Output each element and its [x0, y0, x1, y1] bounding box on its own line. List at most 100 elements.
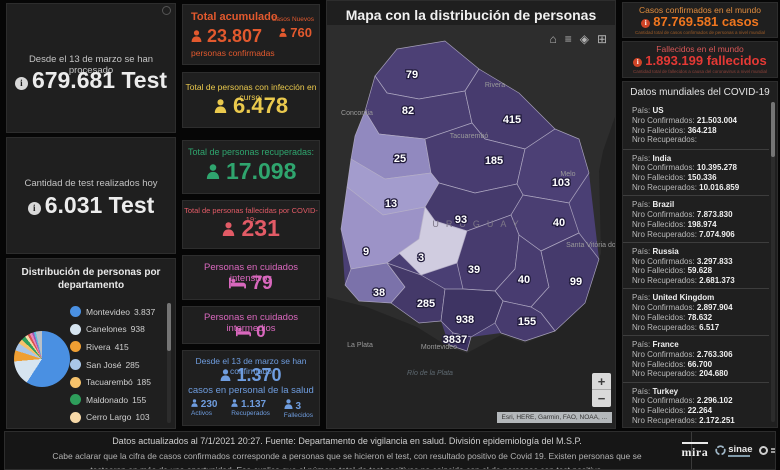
count-lavalleja: 40 — [518, 274, 530, 286]
person-icon — [206, 164, 219, 179]
department-distribution-panel: Distribución de personas por departament… — [6, 258, 176, 429]
health-staff-panel: Desde el 13 de marzo se han confirmado 1… — [182, 350, 320, 426]
person-icon — [221, 369, 231, 381]
staff-stats: 230 Activos 1.137 Recuperados 3 Fallecid… — [191, 399, 313, 419]
world-data-title: Datos mundiales del COVID-19 — [630, 87, 770, 98]
person-icon — [191, 30, 202, 42]
recovered-panel: Total de personas recuperadas: 17.098 — [182, 140, 320, 194]
world-cases-panel: Casos confirmados en el mundo 87.769.581… — [622, 2, 778, 38]
footer-disclaimer-line2: testearon en más de una oportunidad. Eso… — [90, 465, 604, 470]
accumulated-cases-panel: Total acumulado 23.807 personas confirma… — [182, 4, 320, 65]
city-label-santa-vitoria: Santa Vitória do Palmar — [566, 242, 616, 249]
icu-title: Personas en cuidados intensivos — [203, 262, 298, 284]
footer: Datos actualizados al 7/1/2021 20:27. Fu… — [4, 431, 776, 470]
info-icon — [641, 19, 651, 28]
water-label-rio-de-la-plata: Río de la Plata — [407, 370, 453, 377]
country-block-brazil: País: Brazil Nro Confirmados: 7.873.830 … — [623, 195, 769, 242]
department-san-jose[interactable] — [386, 262, 446, 324]
layers-icon[interactable]: ◈ — [579, 32, 589, 46]
map-panel: Mapa con la distribución de personas ⌂ ≡… — [326, 0, 616, 429]
footer-text: Datos actualizados al 7/1/2021 20:27. Fu… — [5, 432, 689, 469]
legend-swatch — [70, 341, 81, 353]
count-durazno: 93 — [455, 214, 467, 226]
basemap-icon[interactable]: ⊞ — [596, 32, 607, 46]
person-icon — [214, 99, 227, 113]
deaths-value: 231 — [183, 215, 319, 242]
staff-title: Desde el 13 de marzo se han confirmado — [195, 356, 307, 376]
country-list: País: US Nro Confirmados: 21.503.004 Nro… — [623, 102, 769, 428]
person-icon — [222, 222, 235, 236]
map-attribution: Esri, HERE, Garmin, FAO, NOAA, ... — [496, 412, 612, 423]
staff-value: 1.370 — [183, 365, 319, 386]
department-flores[interactable] — [398, 206, 468, 276]
legend-scrollbar[interactable] — [167, 303, 171, 423]
count-montevideo: 3837 — [443, 334, 467, 346]
department-maldonado[interactable] — [494, 300, 556, 342]
person-icon — [231, 399, 238, 407]
footer-updated-line: Datos actualizados al 7/1/2021 20:27. Fu… — [112, 436, 582, 446]
country-block-united-kingdom: País: United Kingdom Nro Confirmados: 2.… — [623, 288, 769, 335]
recovered-title: Total de personas recuperadas: — [187, 147, 315, 157]
uruguay-map[interactable]: URUGUAY Concordia Rivera Tacuarembó Melo… — [327, 1, 616, 429]
active-infections-panel: Total de personas con infección en curso… — [182, 72, 320, 128]
active-value: 6.478 — [183, 93, 319, 119]
tests-processed-panel: Desde el 13 de marzo se han procesado 67… — [6, 3, 176, 133]
country-list-scrollbar-thumb[interactable] — [771, 102, 775, 157]
city-label-melo: Melo — [560, 171, 575, 178]
count-rocha: 99 — [570, 276, 582, 288]
world-deaths-title: Fallecidos en el mundo — [656, 44, 744, 54]
legend-swatch — [70, 376, 81, 388]
count-colonia: 38 — [373, 287, 385, 299]
deaths-title: Total de personas fallecidas por COVID-1… — [184, 206, 318, 224]
person-icon — [191, 399, 198, 407]
tests-today-panel: Cantidad de test realizados hoy 6.031 Te… — [6, 137, 176, 254]
accumulated-value: 23.807 — [191, 26, 262, 47]
map-toolbar: ⌂ ≡ ◈ ⊞ — [549, 32, 607, 46]
count-florida: 39 — [468, 264, 480, 276]
intermediate-care-panel: Personas en cuidados intermedios 0 — [182, 306, 320, 344]
city-label-montevideo: Montevideo — [421, 344, 457, 351]
count-cerro-largo: 103 — [552, 177, 570, 189]
count-soriano: 9 — [363, 246, 369, 258]
country-block-turkey: País: Turkey Nro Confirmados: 2.296.102 … — [623, 381, 769, 429]
country-list-scrollbar[interactable] — [771, 102, 775, 422]
department-pie-chart[interactable] — [14, 331, 70, 387]
legend-swatch — [70, 359, 81, 371]
tests-processed-value: 679.681 Test — [7, 67, 175, 94]
country-block-france: País: France Nro Confirmados: 2.763.306 … — [623, 334, 769, 382]
world-deaths-panel: Fallecidos en el mundo 1.893.199 falleci… — [622, 41, 778, 78]
tests-processed-title: Desde el 13 de marzo se han procesado — [28, 54, 154, 76]
sinae-recycle-icon — [715, 445, 726, 455]
count-salto: 82 — [402, 105, 414, 117]
accumulated-title: Total acumulado — [191, 11, 278, 23]
count-treinta-y-tres: 40 — [553, 217, 565, 229]
deaths-panel: Total de personas fallecidas por COVID-1… — [182, 200, 320, 249]
country-block-india: País: India Nro Confirmados: 10.395.278 … — [623, 148, 769, 196]
world-cases-caption: Cantidad total de casos confirmados de p… — [634, 30, 766, 35]
hospital-bed-icon — [229, 277, 247, 289]
legend-item: San José 285 — [70, 356, 163, 374]
panel-options-icon[interactable] — [162, 6, 171, 15]
zoom-out-button[interactable]: − — [597, 391, 606, 406]
pie-legend: Montevideo 3.837 Canelones 938 Rivera 415 S… — [70, 303, 163, 426]
active-title: Total de personas con infección en curso… — [185, 82, 317, 102]
zoom-in-button[interactable]: + — [592, 373, 611, 390]
country-block-us: País: US Nro Confirmados: 21.503.004 Nro… — [632, 106, 737, 145]
map-zoom-control: + − — [592, 373, 611, 407]
count-flores: 3 — [418, 252, 424, 264]
legend-icon[interactable]: ≡ — [564, 32, 572, 46]
legend-item: Canelones 938 — [70, 321, 163, 339]
legend-item: Montevideo 3.837 — [70, 303, 163, 321]
legend-scrollbar-thumb[interactable] — [167, 303, 171, 351]
map-water — [327, 116, 615, 428]
ministry-logo-text — [771, 447, 775, 455]
count-canelones: 938 — [456, 314, 474, 326]
home-icon[interactable]: ⌂ — [549, 32, 557, 46]
count-rio-negro: 13 — [385, 198, 397, 210]
new-cases-value: 760 — [279, 25, 312, 40]
count-tacuarembo: 185 — [485, 155, 503, 167]
ministry-logo-icon — [759, 446, 769, 455]
department-montevideo[interactable] — [448, 332, 472, 352]
count-paysandu: 25 — [394, 153, 406, 165]
intermediate-value: 0 — [183, 322, 319, 342]
